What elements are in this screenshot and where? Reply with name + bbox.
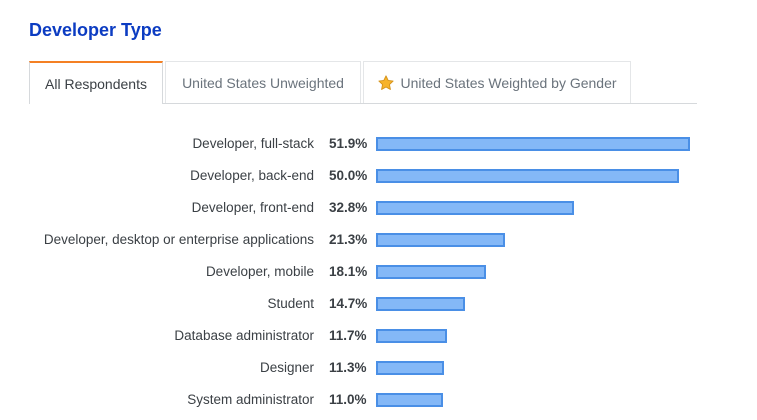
bar bbox=[376, 169, 679, 183]
value-label: 21.3% bbox=[329, 232, 368, 247]
bar bbox=[376, 329, 447, 343]
tab-us-weighted-by-gender[interactable]: United States Weighted by Gender bbox=[363, 61, 631, 103]
tab-all-respondents[interactable]: All Respondents bbox=[29, 61, 163, 104]
category-label: Developer, back-end bbox=[190, 168, 314, 183]
tab-label: All Respondents bbox=[45, 75, 147, 92]
bar bbox=[376, 297, 465, 311]
category-label: Student bbox=[267, 296, 314, 311]
page-title: Developer Type bbox=[29, 20, 162, 40]
value-label: 18.1% bbox=[329, 264, 368, 279]
category-label: Designer bbox=[259, 360, 314, 375]
bar bbox=[376, 393, 443, 407]
bar bbox=[376, 137, 690, 151]
bar bbox=[376, 201, 574, 215]
category-label: Database administrator bbox=[174, 328, 314, 343]
category-label: Developer, front-end bbox=[191, 200, 314, 215]
value-label: 11.7% bbox=[329, 328, 367, 343]
chart-row: Developer, desktop or enterprise applica… bbox=[0, 224, 757, 256]
tab-us-unweighted[interactable]: United States Unweighted bbox=[165, 61, 361, 103]
chart-row: Designer 11.3% bbox=[0, 352, 757, 384]
tab-label: United States Weighted by Gender bbox=[400, 74, 617, 91]
bar bbox=[376, 233, 505, 247]
tab-label: United States Unweighted bbox=[182, 74, 344, 91]
value-label: 11.3% bbox=[329, 360, 367, 375]
bar bbox=[376, 361, 444, 375]
chart-row: Developer, full-stack 51.9% bbox=[0, 128, 757, 160]
value-label: 32.8% bbox=[329, 200, 368, 215]
value-label: 11.0% bbox=[329, 392, 367, 407]
chart-row: Student 14.7% bbox=[0, 288, 757, 320]
category-label: Developer, desktop or enterprise applica… bbox=[43, 232, 314, 247]
star-icon bbox=[378, 74, 395, 90]
chart-row: Developer, mobile 18.1% bbox=[0, 256, 757, 288]
category-label: Developer, full-stack bbox=[192, 136, 314, 151]
bar bbox=[376, 265, 486, 279]
chart-row: Database administrator 11.7% bbox=[0, 320, 757, 352]
chart-row: Developer, back-end 50.0% bbox=[0, 160, 757, 192]
chart-row: System administrator 11.0% bbox=[0, 384, 757, 416]
tab-bar: All Respondents United States Unweighted… bbox=[29, 61, 697, 104]
value-label: 50.0% bbox=[329, 168, 368, 183]
value-label: 51.9% bbox=[329, 136, 368, 151]
category-label: System administrator bbox=[187, 392, 314, 407]
value-label: 14.7% bbox=[329, 296, 368, 311]
chart-row: Developer, front-end 32.8% bbox=[0, 192, 757, 224]
category-label: Developer, mobile bbox=[205, 264, 314, 279]
